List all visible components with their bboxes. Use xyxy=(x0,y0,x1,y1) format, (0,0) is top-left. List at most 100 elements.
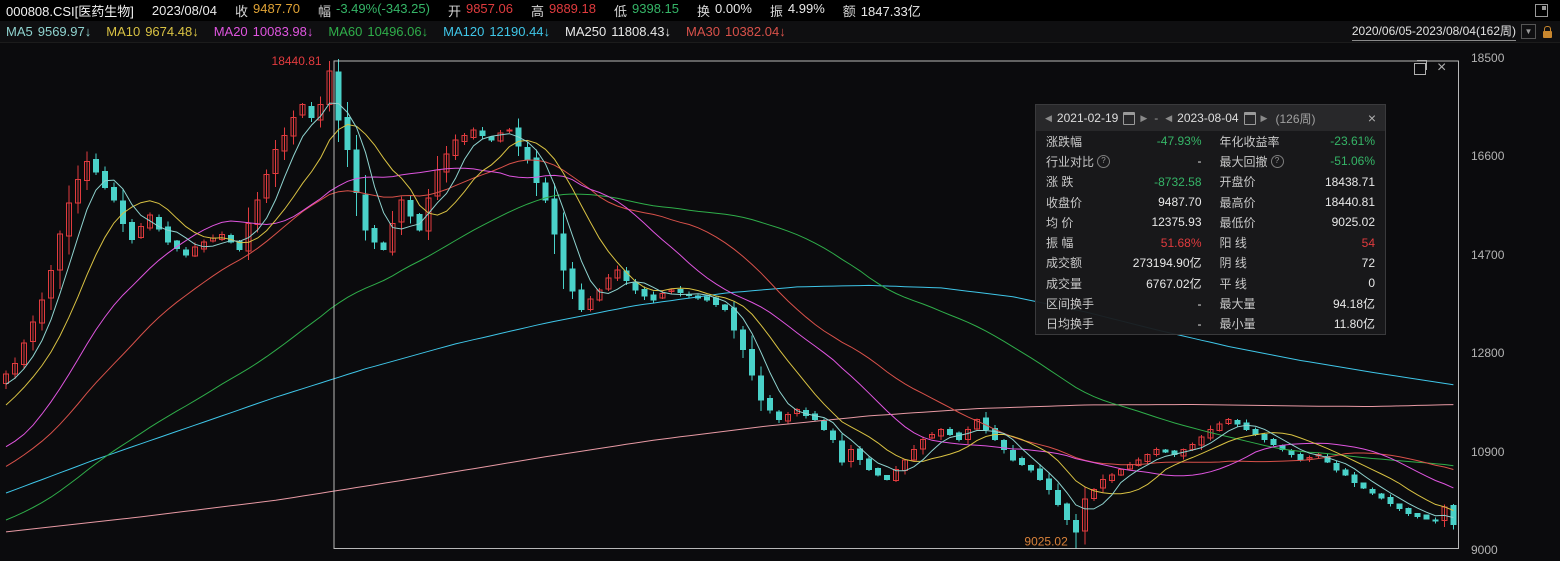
lock-icon[interactable] xyxy=(1543,26,1552,38)
next-date-icon[interactable]: ▶ xyxy=(1140,112,1148,123)
candle[interactable] xyxy=(353,149,360,194)
candle[interactable] xyxy=(920,439,926,450)
candle[interactable] xyxy=(587,298,594,311)
candle[interactable] xyxy=(65,202,72,237)
candle[interactable] xyxy=(74,179,81,204)
candle[interactable] xyxy=(1063,503,1070,520)
candle[interactable] xyxy=(668,289,675,292)
candle[interactable] xyxy=(677,289,684,294)
candle[interactable] xyxy=(416,214,423,231)
candle[interactable] xyxy=(704,296,711,301)
candle[interactable] xyxy=(1090,488,1097,499)
candle[interactable] xyxy=(1045,478,1052,490)
candle[interactable] xyxy=(758,375,765,401)
candle[interactable] xyxy=(1252,429,1259,435)
calendar-icon[interactable] xyxy=(1123,111,1136,125)
candle[interactable] xyxy=(39,299,45,324)
candle[interactable] xyxy=(326,70,333,105)
candle[interactable] xyxy=(947,428,953,435)
chevron-down-icon[interactable]: ▼ xyxy=(1521,24,1536,39)
candle[interactable] xyxy=(335,71,342,121)
candle[interactable] xyxy=(470,129,477,138)
range-selection-box[interactable] xyxy=(333,60,1459,550)
candle[interactable] xyxy=(560,233,567,271)
candle[interactable] xyxy=(308,105,315,119)
candle[interactable] xyxy=(128,222,135,240)
candle[interactable] xyxy=(1225,419,1232,424)
candle[interactable] xyxy=(263,174,270,199)
candle[interactable] xyxy=(1081,498,1088,532)
candlestick-series[interactable] xyxy=(3,59,1457,549)
candle[interactable] xyxy=(830,430,837,441)
candle[interactable] xyxy=(1405,508,1412,515)
candle[interactable] xyxy=(83,161,90,181)
candle[interactable] xyxy=(3,373,9,384)
candle[interactable] xyxy=(911,449,917,461)
candle[interactable] xyxy=(1018,457,1025,466)
multi-window-icon[interactable] xyxy=(1535,4,1548,17)
candle[interactable] xyxy=(1162,449,1169,453)
candle[interactable] xyxy=(1117,469,1124,476)
candle[interactable] xyxy=(344,117,351,151)
candle[interactable] xyxy=(407,199,414,217)
candle[interactable] xyxy=(164,226,171,243)
candle[interactable] xyxy=(281,135,288,152)
candle[interactable] xyxy=(1333,462,1340,471)
candle[interactable] xyxy=(866,458,872,471)
candle[interactable] xyxy=(1423,514,1430,520)
candle[interactable] xyxy=(857,448,864,460)
candle[interactable] xyxy=(749,349,756,376)
candle[interactable] xyxy=(1261,434,1268,441)
candle[interactable] xyxy=(362,194,369,231)
candle[interactable] xyxy=(137,225,144,239)
candle[interactable] xyxy=(1432,519,1439,522)
candle[interactable] xyxy=(389,223,396,253)
candle[interactable] xyxy=(200,241,207,250)
candle[interactable] xyxy=(182,249,189,256)
candle[interactable] xyxy=(641,288,648,297)
candle[interactable] xyxy=(542,182,549,201)
candle[interactable] xyxy=(1369,488,1376,494)
candle[interactable] xyxy=(21,342,27,366)
range-end-date[interactable]: 2023-08-04 xyxy=(1177,111,1239,125)
candle[interactable] xyxy=(1351,474,1358,484)
candle[interactable] xyxy=(461,135,468,142)
candle[interactable] xyxy=(245,223,252,252)
candle[interactable] xyxy=(1144,454,1151,462)
candle[interactable] xyxy=(452,139,459,156)
candle[interactable] xyxy=(506,129,513,132)
candle[interactable] xyxy=(893,469,899,481)
candle[interactable] xyxy=(659,293,666,299)
restore-window-icon[interactable] xyxy=(1414,60,1427,75)
candle[interactable] xyxy=(614,269,621,279)
candle[interactable] xyxy=(821,420,828,430)
candle[interactable] xyxy=(1009,450,1016,461)
candle[interactable] xyxy=(533,157,540,183)
candle[interactable] xyxy=(1450,505,1457,526)
candle[interactable] xyxy=(1135,459,1142,466)
candle[interactable] xyxy=(371,227,378,243)
range-start-date[interactable]: 2021-02-19 xyxy=(1056,111,1119,125)
candle[interactable] xyxy=(290,117,297,137)
candle[interactable] xyxy=(812,413,819,420)
candle[interactable] xyxy=(1234,419,1241,425)
candle[interactable] xyxy=(875,468,881,476)
candle[interactable] xyxy=(299,104,306,116)
help-icon[interactable]: ? xyxy=(1097,154,1111,168)
candle[interactable] xyxy=(767,398,774,411)
candle[interactable] xyxy=(650,294,657,301)
candle[interactable] xyxy=(722,304,729,311)
candle[interactable] xyxy=(1198,436,1205,446)
candle[interactable] xyxy=(1414,513,1421,517)
candle[interactable] xyxy=(48,269,54,299)
candle[interactable] xyxy=(551,198,558,235)
candle[interactable] xyxy=(524,147,531,161)
candle[interactable] xyxy=(110,186,117,201)
date-range-label[interactable]: 2020/06/05-2023/08/04(162周) xyxy=(1351,22,1516,41)
candle[interactable] xyxy=(569,268,576,292)
candle[interactable] xyxy=(938,428,944,437)
candle[interactable] xyxy=(1270,439,1277,445)
candle[interactable] xyxy=(488,136,495,141)
candle[interactable] xyxy=(1243,422,1250,430)
candle[interactable] xyxy=(955,432,962,441)
